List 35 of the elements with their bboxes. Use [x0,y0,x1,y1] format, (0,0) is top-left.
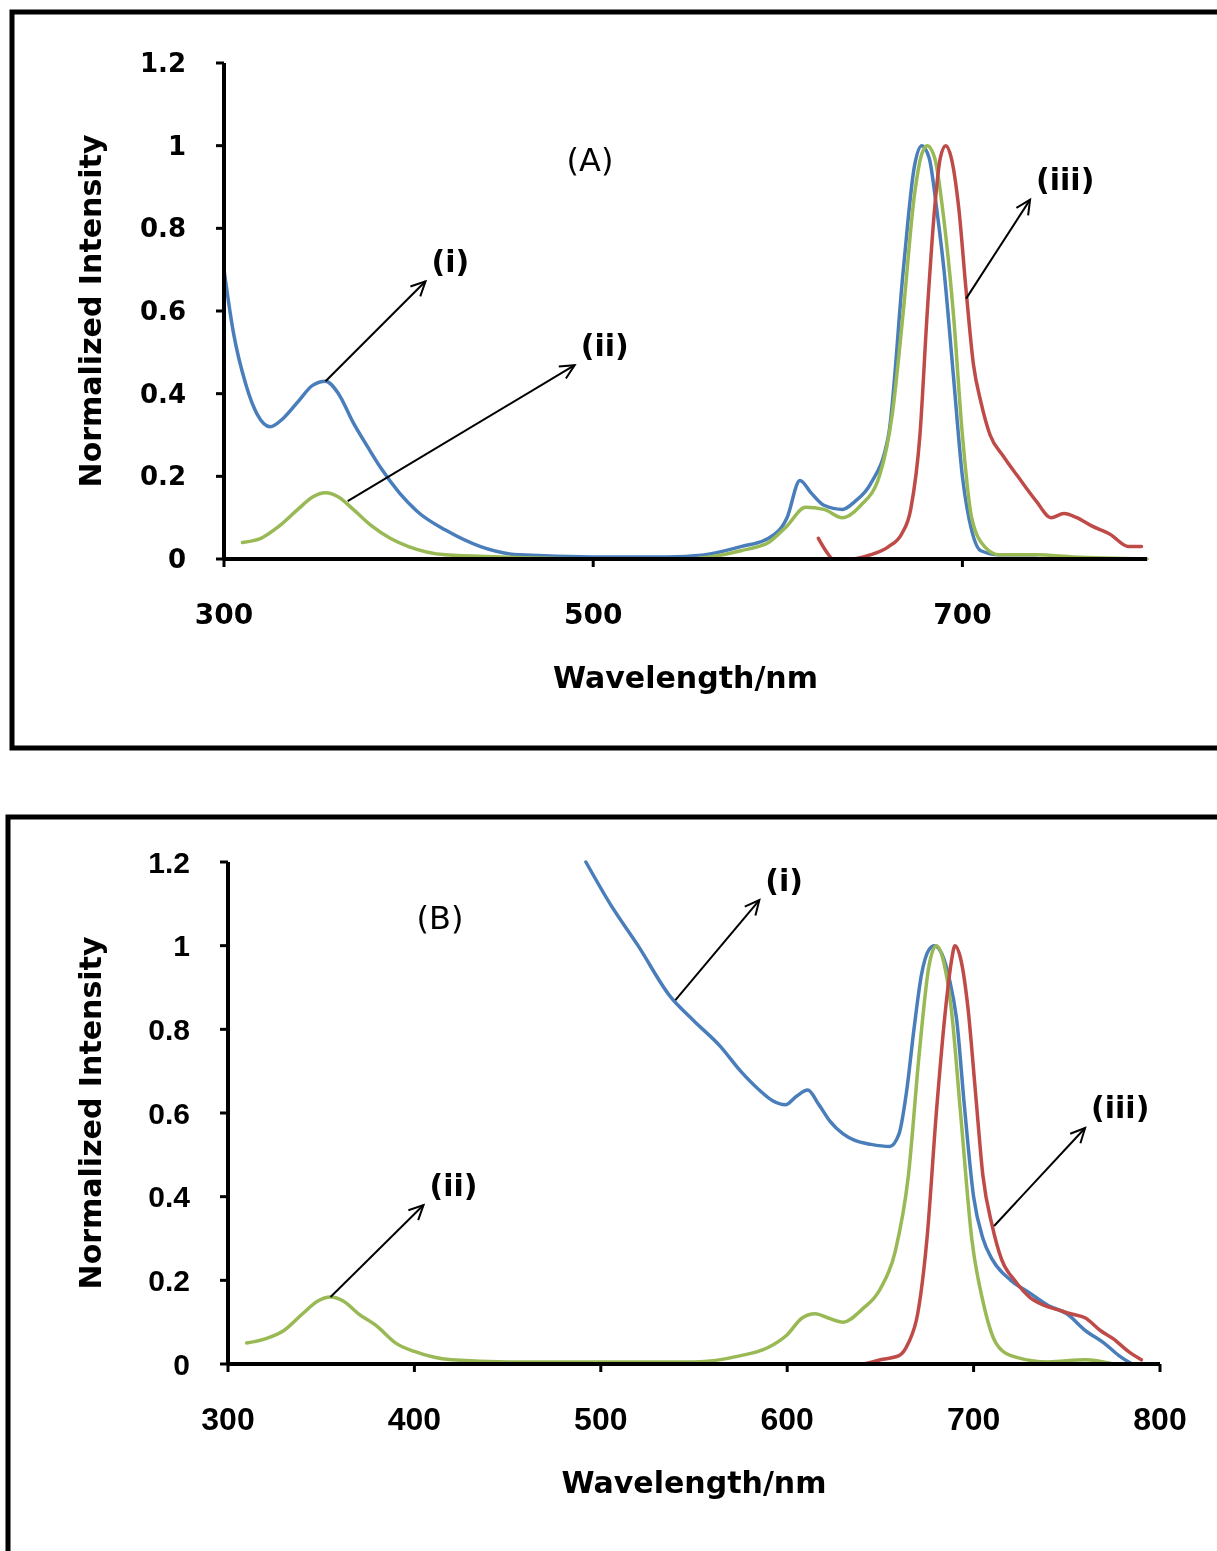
x-tick-label: 700 [946,1401,1001,1438]
annotation: (ii) [580,327,629,363]
annotation: (iii) [1091,1090,1150,1126]
y-tick-label: 1.2 [148,845,190,879]
x-tick-label: 800 [1133,1401,1187,1438]
y-tick-label: 0.4 [139,378,186,409]
y-tick-label: 0 [173,1347,190,1381]
y-tick-label: 0 [167,544,186,575]
text: (B) [416,899,464,938]
y-tick-label: 0.4 [148,1180,191,1214]
annotation: (i) [431,243,470,279]
y-axis-title: Normalized Intensity [72,936,108,1290]
y-tick-label: 0.8 [139,213,186,244]
annotation: (iii) [1036,162,1095,198]
y-tick-label: 0.6 [148,1096,190,1130]
x-axis-title: Wavelength/nm [553,659,818,695]
y-tick-label: 0.6 [139,296,186,327]
y-tick-label: 1.2 [139,48,186,79]
y-tick-label: 0.2 [148,1263,190,1297]
y-tick-label: 0.8 [148,1012,190,1046]
y-axis-title: Normalized Intensity [72,134,108,488]
x-tick-label: 500 [563,597,623,631]
annotation: (i) [765,862,804,898]
x-tick-label: 700 [933,597,992,631]
x-tick-label: 300 [201,1401,255,1438]
y-tick-label: 1 [173,929,190,963]
x-tick-label: 300 [194,597,254,631]
text: (A) [566,141,614,180]
y-tick-label: 0.2 [139,461,186,492]
y-tick-label: 1 [167,130,186,161]
x-axis-title: Wavelength/nm [561,1464,827,1500]
x-tick-label: 500 [574,1401,628,1438]
annotation: (ii) [429,1167,478,1203]
x-tick-label: 400 [387,1401,442,1438]
x-tick-label: 600 [760,1401,814,1438]
